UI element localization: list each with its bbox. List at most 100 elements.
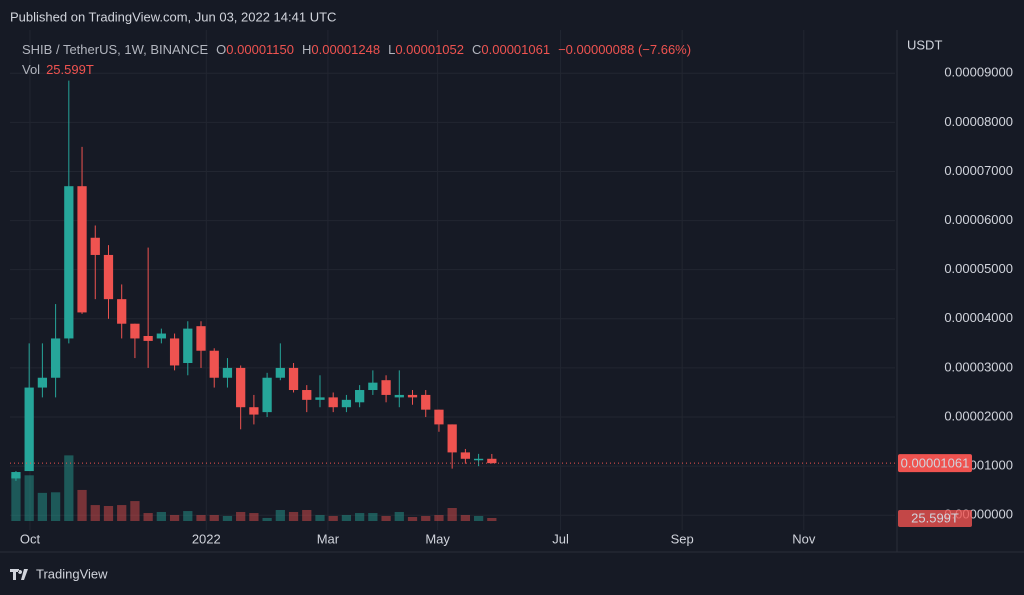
volume-bar xyxy=(222,515,233,521)
x-tick-label: Oct xyxy=(20,531,41,546)
candle-body xyxy=(169,338,180,366)
volume-bar xyxy=(262,517,272,521)
volume-bar xyxy=(77,489,87,521)
legend-item: O xyxy=(216,42,226,57)
legend-item: C xyxy=(472,42,481,57)
candle-body xyxy=(487,458,497,464)
volume-bar xyxy=(381,515,391,521)
volume-bar xyxy=(24,475,34,521)
x-tick-label: Mar xyxy=(317,531,340,546)
legend-item: 0.00001052 xyxy=(395,42,464,57)
candle-body xyxy=(222,367,233,378)
volume-bar xyxy=(169,515,180,521)
volume-bar xyxy=(236,511,246,521)
candle-body xyxy=(196,326,206,351)
volume-bar xyxy=(473,515,484,521)
volume-bar xyxy=(368,513,378,521)
volume-bar xyxy=(460,515,471,521)
candle-body xyxy=(381,380,391,395)
candle-body xyxy=(209,350,219,378)
volume-bar xyxy=(90,505,100,521)
volume-bar xyxy=(37,492,48,521)
legend-item: H xyxy=(302,42,311,57)
y-axis-label: USDT xyxy=(907,37,942,52)
volume-bar xyxy=(421,515,431,521)
candle-body xyxy=(421,394,431,410)
volume-bar xyxy=(249,513,259,521)
volume-bar xyxy=(64,455,74,521)
volume-bar xyxy=(209,515,219,521)
y-tick-label: 0.00009000 xyxy=(944,65,1013,80)
volume-bar xyxy=(11,475,21,521)
candle-body xyxy=(103,254,114,300)
candle-body xyxy=(288,367,299,391)
candle-body xyxy=(328,397,338,408)
volume-badge xyxy=(898,510,972,528)
candle-body xyxy=(407,394,418,398)
candle-body xyxy=(183,328,193,364)
volume-badge-label: 25.599T xyxy=(911,510,959,525)
candle-body xyxy=(368,382,378,391)
candle-body xyxy=(37,377,48,388)
volume-legend: Vol 25.599T xyxy=(22,62,94,77)
candle-body xyxy=(11,472,21,479)
candle-body xyxy=(394,394,404,398)
x-tick-label: Nov xyxy=(792,531,816,546)
volume-bar xyxy=(117,505,127,521)
legend-item: 0.00001248 xyxy=(311,42,380,57)
x-tick-label: Sep xyxy=(671,531,694,546)
volume-bar xyxy=(156,511,166,521)
candle-body xyxy=(24,387,34,472)
x-tick-label: Jul xyxy=(552,531,569,546)
candle-body xyxy=(302,390,312,400)
legend: SHIB / TetherUS, 1W, BINANCE O0.00001150 H… xyxy=(22,42,691,57)
legend-item: −0.00000088 (−7.66%) xyxy=(558,42,691,57)
volume-bar xyxy=(315,515,325,521)
candle-body xyxy=(130,323,140,339)
candle-body xyxy=(447,424,457,453)
x-tick-label: 2022 xyxy=(192,531,221,546)
volume-legend-name: Vol xyxy=(22,62,40,77)
volume-bar xyxy=(434,515,444,521)
volume-bar xyxy=(355,513,365,521)
legend-item: SHIB / TetherUS, 1W, BINANCE xyxy=(22,42,208,57)
candle-body xyxy=(355,390,365,403)
candle-body xyxy=(341,399,352,408)
y-tick-label: 0.00008000 xyxy=(944,114,1013,129)
candle-body xyxy=(434,409,444,425)
volume-bar xyxy=(328,515,338,521)
volume-bar xyxy=(143,513,153,521)
legend-item: 0.00001061 xyxy=(481,42,550,57)
candle-body xyxy=(236,367,246,408)
candle-body xyxy=(77,186,87,313)
volume-bar xyxy=(50,492,61,521)
candle-body xyxy=(262,377,272,413)
volume-bar xyxy=(130,501,140,521)
candle-body xyxy=(50,338,61,378)
brand-name: TradingView xyxy=(36,566,108,581)
candle-body xyxy=(90,237,100,255)
candle-body xyxy=(143,335,153,341)
candle-body xyxy=(156,333,166,339)
volume-bar xyxy=(487,518,497,521)
candle-body xyxy=(275,367,285,378)
legend-item: 0.00001150 xyxy=(226,42,294,57)
candle-body xyxy=(315,397,325,400)
price-badge xyxy=(898,454,972,473)
volume-legend-value: 25.599T xyxy=(46,62,94,77)
candle-body xyxy=(117,299,127,324)
volume-bar xyxy=(196,515,206,521)
y-tick-label: 0.00007000 xyxy=(944,163,1013,178)
price-badge-label: 0.00001061 xyxy=(901,456,970,471)
volume-bar xyxy=(394,511,404,521)
candle-body xyxy=(473,458,484,461)
y-tick-label: 0.00004000 xyxy=(944,310,1013,325)
volume-bar xyxy=(183,511,193,521)
volume-bar xyxy=(275,509,285,521)
y-tick-label: 0.00005000 xyxy=(944,261,1013,276)
volume-bar xyxy=(288,511,299,521)
x-tick-label: May xyxy=(425,531,450,546)
